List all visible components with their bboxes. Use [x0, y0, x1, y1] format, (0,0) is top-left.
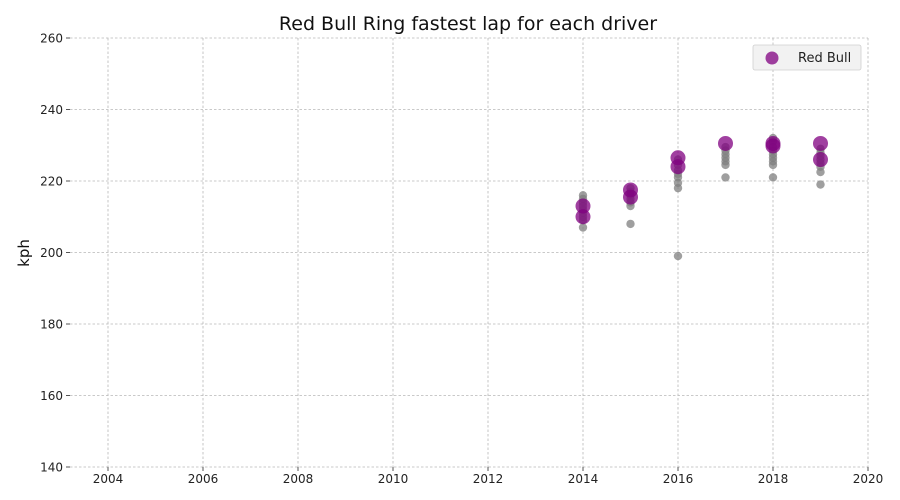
other-driver-point [721, 173, 730, 182]
x-tick-label: 2020 [853, 472, 884, 486]
other-driver-point [673, 251, 683, 261]
red-bull-point [813, 135, 828, 151]
red-bull-point [623, 189, 638, 205]
other-driver-point [816, 180, 825, 189]
legend-box [752, 44, 862, 71]
legend-marker-red-bull [765, 51, 779, 65]
red-bull-point [575, 198, 591, 214]
other-driver-point [768, 173, 778, 182]
x-tick-label: 2004 [93, 472, 124, 486]
x-axis: 2004 2006 2008 2010 2012 2014 2016 2018 2020 [93, 467, 884, 486]
legend: Red Bull [752, 44, 862, 71]
red-bull-point [670, 159, 686, 175]
red-bull-point [575, 209, 591, 225]
red-bull-point [765, 138, 781, 154]
y-tick-label: 200 [40, 246, 63, 260]
y-tick-label: 160 [40, 389, 63, 403]
grid-layer [70, 37, 869, 468]
other-driver-point [578, 223, 588, 232]
legend-label-red-bull: Red Bull [798, 51, 851, 66]
x-tick-label: 2010 [378, 472, 409, 486]
y-tick-label: 260 [40, 32, 63, 46]
x-tick-label: 2016 [663, 472, 694, 486]
y-tick-label: 240 [40, 103, 63, 117]
chart-title: Red Bull Ring fastest lap for each drive… [279, 13, 657, 35]
y-tick-label: 180 [40, 318, 63, 332]
x-tick-label: 2012 [473, 472, 504, 486]
y-tick-label: 220 [40, 175, 63, 189]
data-points-layer [575, 133, 828, 261]
other-driver-point [578, 191, 588, 200]
x-tick-label: 2008 [283, 472, 314, 486]
x-tick-label: 2018 [758, 472, 789, 486]
other-driver-point [626, 219, 635, 229]
x-tick-label: 2014 [568, 472, 599, 486]
y-axis: 140 160 180 200 220 240 260 [40, 32, 70, 475]
x-tick-label: 2006 [188, 472, 219, 486]
red-bull-point [813, 152, 828, 168]
red-bull-point [718, 135, 733, 151]
y-tick-label: 140 [40, 461, 63, 475]
y-axis-label: kph [15, 239, 33, 267]
